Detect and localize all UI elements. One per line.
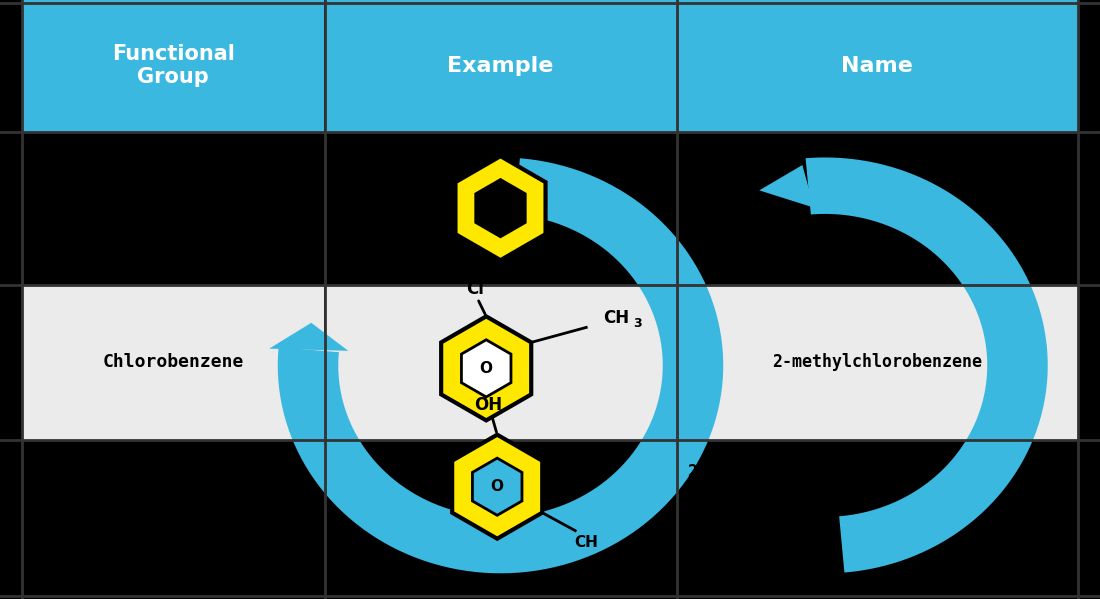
Polygon shape <box>475 180 526 237</box>
Polygon shape <box>805 158 1047 573</box>
Text: prop: prop <box>720 187 760 205</box>
Text: 3: 3 <box>634 317 642 329</box>
Bar <box>22 285 324 440</box>
Text: O: O <box>480 361 493 376</box>
Polygon shape <box>452 435 542 539</box>
Polygon shape <box>759 165 814 208</box>
Bar <box>324 285 676 440</box>
Text: 2-: 2- <box>688 462 707 481</box>
Bar <box>676 285 1078 440</box>
Text: Functional
Group: Functional Group <box>112 44 234 87</box>
Polygon shape <box>455 156 546 260</box>
Text: 2-methylchlorobenzene: 2-methylchlorobenzene <box>772 353 982 371</box>
Bar <box>324 0 676 132</box>
Polygon shape <box>270 323 349 351</box>
Text: O: O <box>491 479 504 494</box>
Text: OH: OH <box>474 396 503 414</box>
Text: Example: Example <box>448 56 553 76</box>
Polygon shape <box>461 340 512 397</box>
Polygon shape <box>278 158 723 573</box>
Polygon shape <box>441 316 531 420</box>
Text: Cl: Cl <box>466 280 484 298</box>
Text: CH: CH <box>603 310 629 328</box>
Bar <box>676 0 1078 132</box>
Bar <box>22 0 324 132</box>
Polygon shape <box>472 458 522 515</box>
Text: Name: Name <box>842 56 913 76</box>
Text: Chlorobenzene: Chlorobenzene <box>102 353 244 371</box>
Text: CH: CH <box>574 535 598 550</box>
